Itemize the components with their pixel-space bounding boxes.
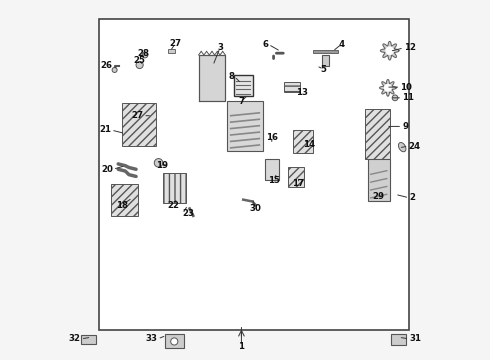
Text: 8: 8 — [228, 72, 234, 81]
Bar — [168, 49, 174, 53]
Bar — [98, 19, 409, 330]
Text: 30: 30 — [250, 204, 262, 213]
Text: 33: 33 — [146, 334, 157, 343]
Bar — [368, 158, 390, 202]
Bar — [227, 102, 263, 152]
Text: 13: 13 — [296, 88, 308, 97]
Text: 12: 12 — [404, 43, 416, 52]
Text: 21: 21 — [99, 126, 111, 135]
Text: 1: 1 — [239, 342, 245, 351]
Text: 2: 2 — [409, 193, 416, 202]
Text: 17: 17 — [293, 179, 305, 188]
Text: 25: 25 — [134, 56, 146, 65]
Bar — [265, 158, 279, 180]
Text: 3: 3 — [217, 43, 223, 52]
Text: 5: 5 — [320, 65, 326, 74]
Bar — [313, 50, 338, 53]
Bar — [284, 82, 300, 93]
Bar — [288, 167, 304, 187]
Ellipse shape — [398, 143, 406, 152]
Polygon shape — [380, 80, 396, 96]
Text: 7: 7 — [238, 97, 245, 106]
Polygon shape — [380, 41, 399, 60]
Text: 32: 32 — [69, 334, 81, 343]
Circle shape — [386, 47, 393, 54]
Text: 11: 11 — [402, 93, 414, 102]
Text: 23: 23 — [182, 210, 195, 219]
Bar — [392, 334, 407, 345]
Circle shape — [112, 67, 117, 72]
Bar — [365, 109, 390, 158]
Text: 19: 19 — [156, 161, 168, 170]
Text: 27: 27 — [169, 39, 181, 48]
Bar — [234, 75, 253, 96]
Text: 18: 18 — [116, 201, 128, 210]
Bar — [322, 55, 329, 66]
Bar — [198, 55, 225, 102]
Bar — [163, 173, 186, 203]
Text: 27: 27 — [131, 111, 143, 120]
Text: 6: 6 — [262, 40, 268, 49]
Circle shape — [154, 158, 163, 167]
Circle shape — [136, 62, 143, 68]
Text: 16: 16 — [266, 132, 278, 141]
Text: 4: 4 — [339, 40, 344, 49]
Text: 15: 15 — [268, 176, 279, 185]
Circle shape — [171, 338, 178, 345]
Bar — [293, 130, 313, 153]
Bar — [122, 103, 156, 146]
Text: 29: 29 — [372, 192, 384, 201]
Bar — [111, 184, 138, 216]
Text: 9: 9 — [402, 122, 408, 131]
Text: 20: 20 — [101, 165, 113, 174]
Bar — [81, 335, 96, 343]
Text: 10: 10 — [400, 83, 412, 92]
Text: 22: 22 — [168, 201, 179, 210]
Circle shape — [142, 52, 148, 58]
Circle shape — [385, 85, 391, 91]
Bar — [165, 334, 184, 348]
Text: 14: 14 — [303, 140, 316, 149]
Text: 26: 26 — [101, 61, 113, 70]
Circle shape — [392, 95, 398, 101]
Text: 28: 28 — [137, 49, 149, 58]
Text: 24: 24 — [409, 141, 421, 150]
Text: 31: 31 — [409, 334, 421, 343]
